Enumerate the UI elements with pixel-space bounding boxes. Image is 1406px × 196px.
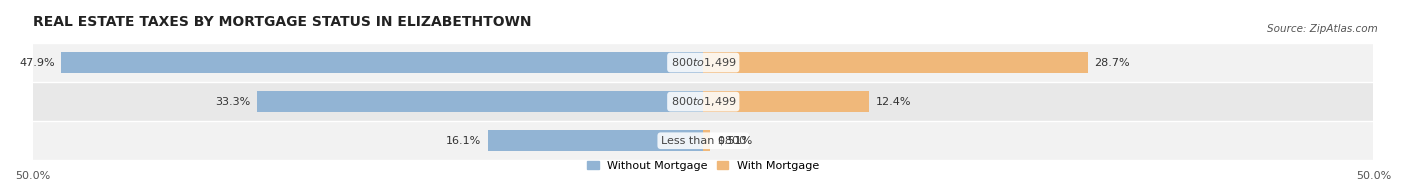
Bar — [703, 91, 869, 112]
Text: $800 to $1,499: $800 to $1,499 — [671, 95, 737, 108]
Text: 16.1%: 16.1% — [446, 136, 481, 146]
Text: Source: ZipAtlas.com: Source: ZipAtlas.com — [1267, 24, 1378, 34]
Text: 0.51%: 0.51% — [717, 136, 752, 146]
Bar — [703, 130, 710, 152]
Text: REAL ESTATE TAXES BY MORTGAGE STATUS IN ELIZABETHTOWN: REAL ESTATE TAXES BY MORTGAGE STATUS IN … — [34, 15, 531, 29]
Bar — [34, 121, 1374, 160]
Text: Less than $800: Less than $800 — [661, 136, 745, 146]
Text: $800 to $1,499: $800 to $1,499 — [671, 56, 737, 69]
Text: 33.3%: 33.3% — [215, 97, 250, 107]
Bar — [34, 43, 1374, 82]
Text: 28.7%: 28.7% — [1095, 57, 1130, 68]
Text: 12.4%: 12.4% — [876, 97, 911, 107]
Bar — [62, 52, 703, 73]
Bar — [257, 91, 703, 112]
Text: 47.9%: 47.9% — [20, 57, 55, 68]
Bar — [703, 52, 1088, 73]
Bar — [488, 130, 703, 152]
Bar — [34, 82, 1374, 121]
Legend: Without Mortgage, With Mortgage: Without Mortgage, With Mortgage — [588, 161, 820, 171]
